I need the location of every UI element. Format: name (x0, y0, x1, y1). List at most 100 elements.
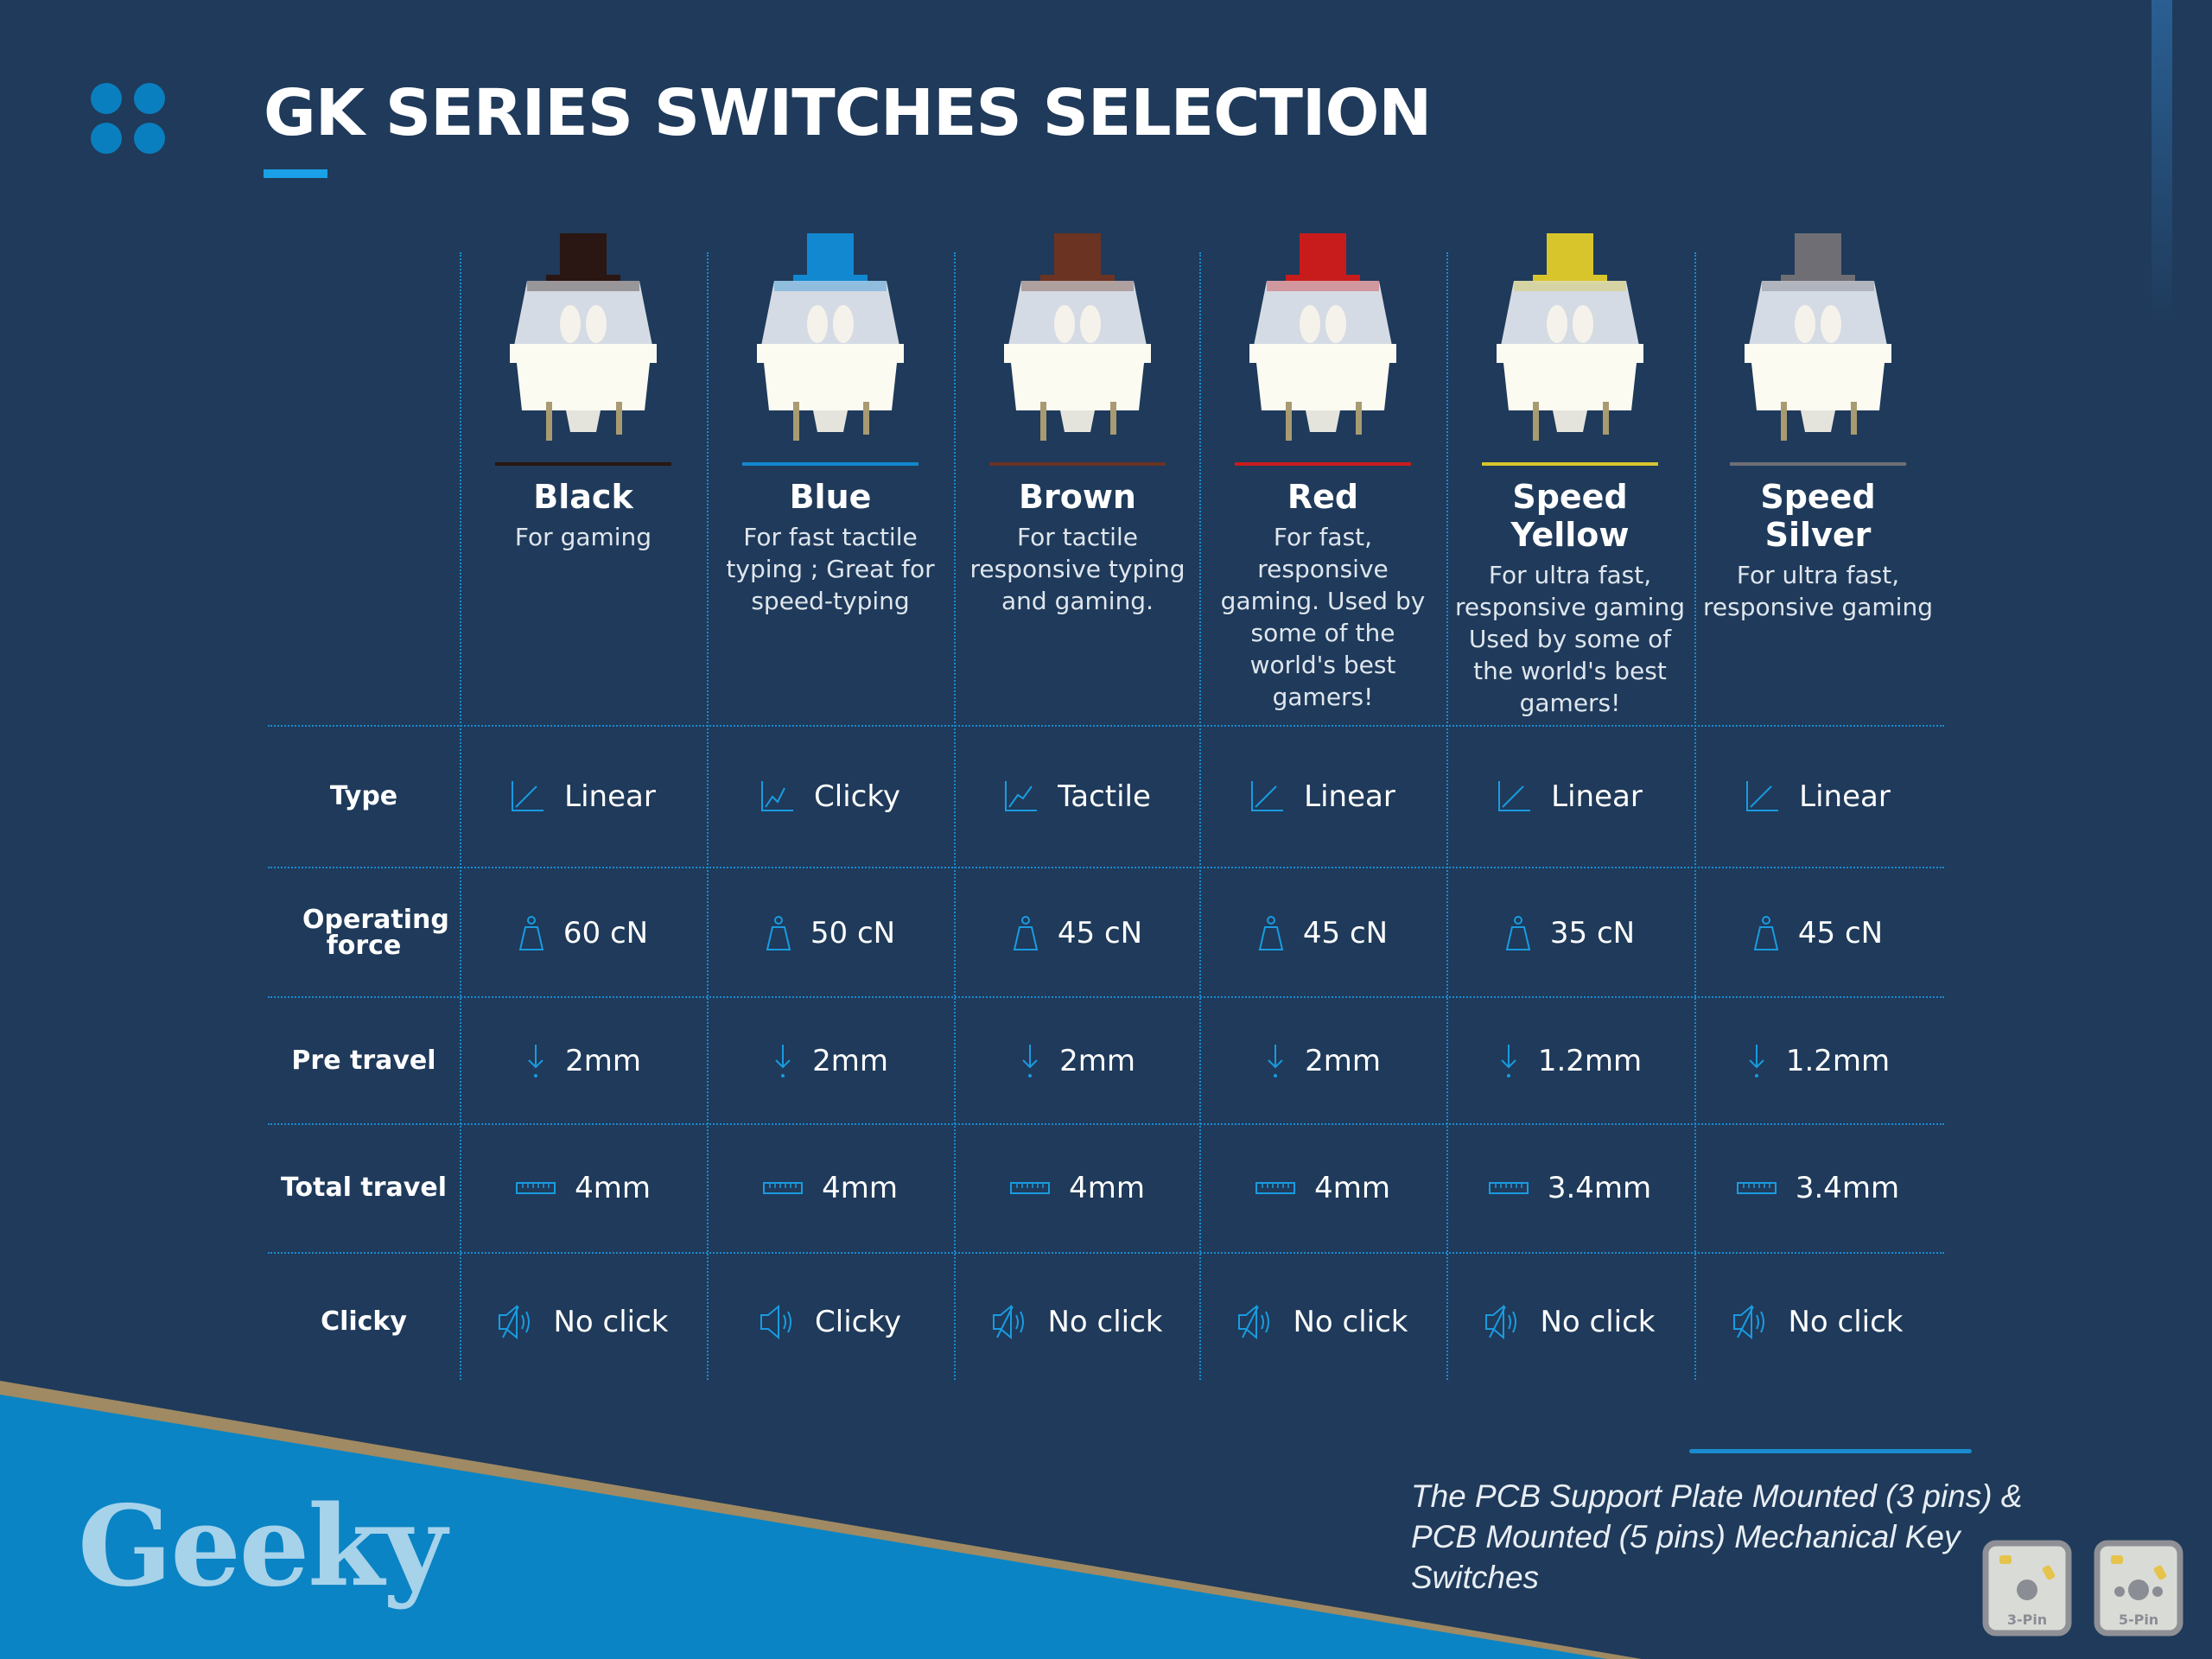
cell-value: 2mm (1305, 1044, 1381, 1078)
ruler-icon (1488, 1182, 1529, 1194)
cell-type: Linear (460, 775, 707, 818)
cell-force: 45 cN (1694, 912, 1942, 955)
switch-column: Red For fast, responsive gaming. Used by… (1199, 233, 1446, 713)
cell-value: 3.4mm (1547, 1171, 1652, 1205)
cell-value: No click (1540, 1305, 1656, 1339)
weight-icon (1753, 916, 1779, 950)
cell-total-travel: 3.4mm (1694, 1166, 1942, 1210)
row-label-total-travel: Total travel (281, 1173, 447, 1203)
cell-value: No click (1293, 1305, 1408, 1339)
ruler-icon (1010, 1182, 1051, 1194)
graph-icon (1251, 781, 1284, 811)
graph-icon (512, 781, 544, 811)
row-label-pre-travel: Pre travel (291, 1046, 436, 1076)
row-divider (268, 1123, 1944, 1125)
cell-clicky: No click (460, 1300, 707, 1344)
switch-color-bar (1235, 462, 1411, 466)
switch-image (954, 233, 1201, 445)
cell-value: 45 cN (1797, 916, 1884, 950)
switch-name: Black (533, 478, 633, 516)
cell-type: Clicky (707, 775, 954, 818)
switch-column: Brown For tactile responsive typing and … (954, 233, 1201, 617)
row-label-clicky: Clicky (321, 1306, 407, 1337)
graph-icon (761, 781, 794, 811)
arrow-down-icon (1022, 1045, 1038, 1077)
cell-value: 2mm (1059, 1044, 1135, 1078)
cell-value: 45 cN (1057, 916, 1143, 950)
speaker-icon (993, 1305, 1025, 1339)
switch-name: Blue (789, 478, 872, 516)
weight-icon (1013, 916, 1039, 950)
weight-icon (1258, 916, 1284, 950)
cell-pre-travel: 2mm (460, 1039, 707, 1083)
graph-icon (1498, 781, 1531, 811)
cell-total-travel: 3.4mm (1446, 1166, 1694, 1210)
decorative-bar (2152, 0, 2172, 328)
cell-value: 4mm (575, 1171, 651, 1205)
cell-value: Linear (1304, 779, 1395, 814)
cell-force: 60 cN (460, 912, 707, 955)
row-label-type: Type (329, 781, 398, 811)
cell-clicky: No click (954, 1300, 1201, 1344)
cell-value: Linear (564, 779, 656, 814)
switch-image (1199, 233, 1446, 445)
cell-type: Linear (1446, 775, 1694, 818)
cell-value: 50 cN (810, 916, 896, 950)
speaker-icon (499, 1305, 531, 1339)
switch-color-bar (989, 462, 1166, 466)
cell-value: 35 cN (1549, 916, 1636, 950)
cell-value: 3.4mm (1795, 1171, 1900, 1205)
speaker-icon (1733, 1305, 1765, 1339)
cell-value: 4mm (1314, 1171, 1390, 1205)
switch-column: Blue For fast tactile typing ; Great for… (707, 233, 954, 617)
switch-image (707, 233, 954, 445)
footer-divider (1689, 1449, 1972, 1453)
footer-note: The PCB Support Plate Mounted (3 pins) &… (1411, 1478, 2023, 1595)
switch-color-bar (495, 462, 671, 466)
switch-description: For gaming (514, 523, 652, 551)
switch-column: Speed Yellow For ultra fast, responsive … (1446, 233, 1694, 719)
cell-clicky: No click (1446, 1300, 1694, 1344)
switch-name: Speed Silver (1760, 478, 1876, 554)
cell-clicky: No click (1694, 1300, 1942, 1344)
row-label-force: Operating force (302, 905, 449, 961)
geeky-logo: Geeky (78, 1482, 447, 1611)
switch-name: Red (1287, 478, 1359, 516)
pin-5-pin-icon: 5-Pin (2094, 1540, 2183, 1637)
page-title: GK SERIES SWITCHES SELECTION (264, 76, 1432, 150)
cell-force: 50 cN (707, 912, 954, 955)
cell-value: 4mm (822, 1171, 898, 1205)
arrow-down-icon (775, 1045, 791, 1077)
arrow-down-icon (528, 1045, 543, 1077)
graph-icon (1005, 781, 1038, 811)
ruler-icon (763, 1182, 804, 1194)
ruler-icon (1736, 1182, 1777, 1194)
weight-icon (766, 916, 791, 950)
switch-image (1446, 233, 1694, 445)
column-divider (1199, 252, 1201, 1380)
cell-value: 1.2mm (1537, 1044, 1643, 1078)
cell-value: Clicky (814, 779, 900, 814)
arrow-down-icon (1268, 1045, 1283, 1077)
title-underline (264, 169, 327, 178)
cell-type: Linear (1694, 775, 1942, 818)
switch-description: For fast, responsive gaming. Used by som… (1220, 523, 1426, 711)
cell-value: Tactile (1058, 779, 1151, 814)
cell-value: 45 cN (1302, 916, 1389, 950)
switch-image (1694, 233, 1942, 445)
cell-pre-travel: 2mm (954, 1039, 1201, 1083)
cell-value: Clicky (815, 1305, 901, 1339)
switch-name: Speed Yellow (1510, 478, 1630, 554)
cell-value: Linear (1551, 779, 1643, 814)
column-divider (460, 252, 461, 1380)
cell-force: 45 cN (954, 912, 1201, 955)
arrow-down-icon (1501, 1045, 1516, 1077)
cell-value: 2mm (812, 1044, 888, 1078)
row-divider (268, 867, 1944, 868)
switch-image (460, 233, 707, 445)
cell-pre-travel: 1.2mm (1446, 1039, 1694, 1083)
cell-total-travel: 4mm (1199, 1166, 1446, 1210)
column-divider (1694, 252, 1696, 1380)
switch-color-bar (742, 462, 918, 466)
